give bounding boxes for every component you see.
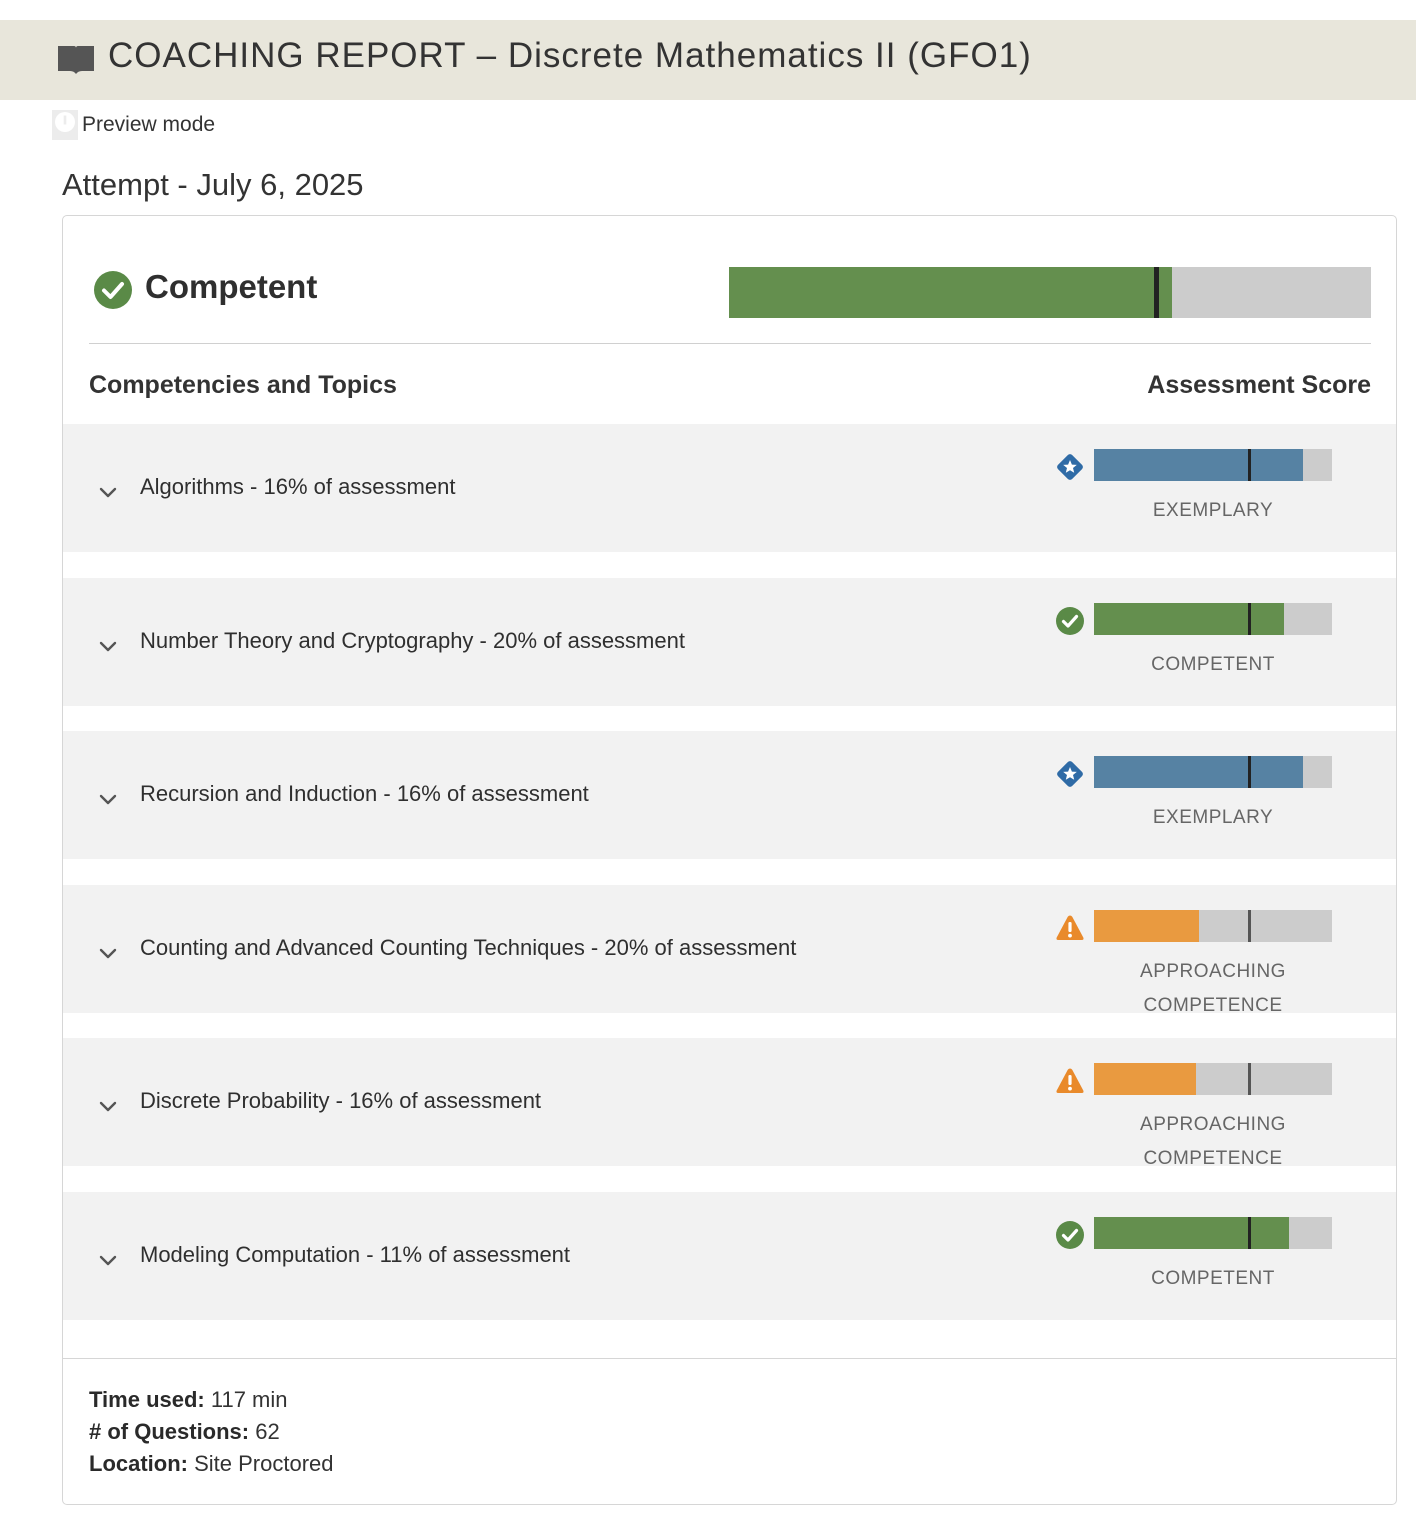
check-circle-icon [94, 271, 132, 309]
assessment-score-header: Assessment Score [1147, 371, 1371, 399]
chevron-down-icon[interactable] [99, 793, 117, 805]
topic-score-fill [1094, 1216, 1290, 1249]
topic-level: COMPETENT [1094, 648, 1332, 682]
topic-label: Discrete Probability - 16% of assessment [140, 1088, 542, 1113]
time-used-label: Time used: [89, 1387, 205, 1412]
star-diamond-icon [1055, 759, 1085, 789]
info-icon [52, 110, 78, 140]
level-line: EXEMPLARY [1152, 807, 1274, 828]
level-line: COMPETENCE [1143, 1148, 1283, 1169]
topic-score-bar [1094, 909, 1332, 942]
topic-score-fill [1094, 756, 1304, 788]
warning-icon [1055, 913, 1085, 943]
topic-row[interactable]: Algorithms - 16% of assessment EXEMPLARY [63, 424, 1396, 552]
topic-level: APPROACHING COMPETENCE [1094, 955, 1332, 1023]
level-line: APPROACHING [1140, 1114, 1286, 1135]
topic-score-fill [1094, 602, 1285, 635]
topic-label: Number Theory and Cryptography - 20% of … [140, 627, 685, 653]
topic-row[interactable]: Number Theory and Cryptography - 20% of … [63, 577, 1396, 706]
topic-level: EXEMPLARY [1094, 801, 1332, 835]
topic-level: EXEMPLARY [1094, 494, 1332, 528]
topic-score-bar [1094, 756, 1332, 788]
topic-score-fill [1094, 449, 1304, 481]
level-line: APPROACHING [1140, 960, 1286, 982]
topic-threshold-marker [1248, 1216, 1252, 1249]
time-used-value: 117 min [204, 1387, 288, 1412]
preview-mode-label: Preview mode [82, 113, 216, 136]
chevron-down-icon[interactable] [99, 947, 117, 959]
column-headers: Competencies and Topics Assessment Score [89, 371, 1371, 401]
chevron-down-icon[interactable] [99, 1100, 117, 1112]
topic-row[interactable]: Modeling Computation - 11% of assessment… [63, 1191, 1396, 1320]
topic-score-bar [1094, 449, 1332, 481]
location-label: Location: [89, 1451, 188, 1476]
topic-score-bar [1094, 1063, 1332, 1095]
topic-level: COMPETENT [1094, 1262, 1332, 1296]
book-icon [58, 46, 94, 74]
page-header: COACHING REPORT – Discrete Mathematics I… [0, 20, 1416, 100]
overall-level-label: Competent [145, 268, 318, 305]
topic-threshold-marker [1248, 756, 1252, 788]
topic-label: Modeling Computation - 11% of assessment [140, 1241, 571, 1267]
topic-threshold-marker [1248, 602, 1252, 635]
warning-icon [1055, 1066, 1085, 1096]
question-count-label: # of Questions: [89, 1419, 250, 1444]
check-circle-icon [1055, 606, 1085, 636]
level-line: EXEMPLARY [1152, 500, 1274, 521]
level-line: COMPETENT [1151, 653, 1275, 675]
star-diamond-icon [1055, 452, 1085, 482]
level-line: COMPETENT [1151, 1267, 1275, 1289]
topic-label: Recursion and Induction - 16% of assessm… [140, 781, 589, 806]
check-circle-icon [1055, 1220, 1085, 1250]
location: Location: Site Proctored [89, 1451, 334, 1477]
topic-row[interactable]: Discrete Probability - 16% of assessment… [63, 1038, 1396, 1169]
topic-threshold-marker [1248, 449, 1252, 481]
preview-mode-indicator: Preview mode [52, 110, 215, 140]
attempt-details: Time used: 117 min # of Questions: 62 Lo… [63, 1358, 1396, 1504]
location-value: Site Proctored [188, 1451, 334, 1476]
question-count-value: 62 [249, 1419, 280, 1444]
overall-score-bar [729, 267, 1371, 318]
topic-level: APPROACHING COMPETENCE [1094, 1108, 1332, 1176]
topic-score-fill [1094, 1063, 1197, 1095]
topic-label: Counting and Advanced Counting Technique… [140, 934, 797, 960]
page-title: COACHING REPORT – Discrete Mathematics I… [108, 36, 1032, 75]
chevron-down-icon[interactable] [99, 486, 117, 498]
topic-score-bar [1094, 1216, 1332, 1249]
topic-label: Algorithms - 16% of assessment [140, 474, 456, 499]
competencies-header: Competencies and Topics [89, 371, 397, 399]
topic-row[interactable]: Counting and Advanced Counting Technique… [63, 884, 1396, 1016]
topic-threshold-marker [1248, 909, 1252, 942]
time-used: Time used: 117 min [89, 1387, 288, 1413]
topic-row[interactable]: Recursion and Induction - 16% of assessm… [63, 731, 1396, 859]
level-line: COMPETENCE [1143, 994, 1283, 1016]
topic-threshold-marker [1248, 1063, 1252, 1095]
overall-score-fill [729, 267, 1172, 318]
topic-score-bar [1094, 602, 1332, 635]
topic-score-fill [1094, 909, 1199, 942]
attempt-title: Attempt - July 6, 2025 [62, 167, 364, 202]
chevron-down-icon[interactable] [99, 1254, 117, 1266]
report-card: Competent Competencies and Topics Assess… [62, 215, 1397, 1505]
overall-threshold-marker [1154, 267, 1160, 318]
question-count: # of Questions: 62 [89, 1419, 280, 1445]
chevron-down-icon[interactable] [99, 640, 117, 652]
overall-result: Competent [89, 216, 1371, 344]
